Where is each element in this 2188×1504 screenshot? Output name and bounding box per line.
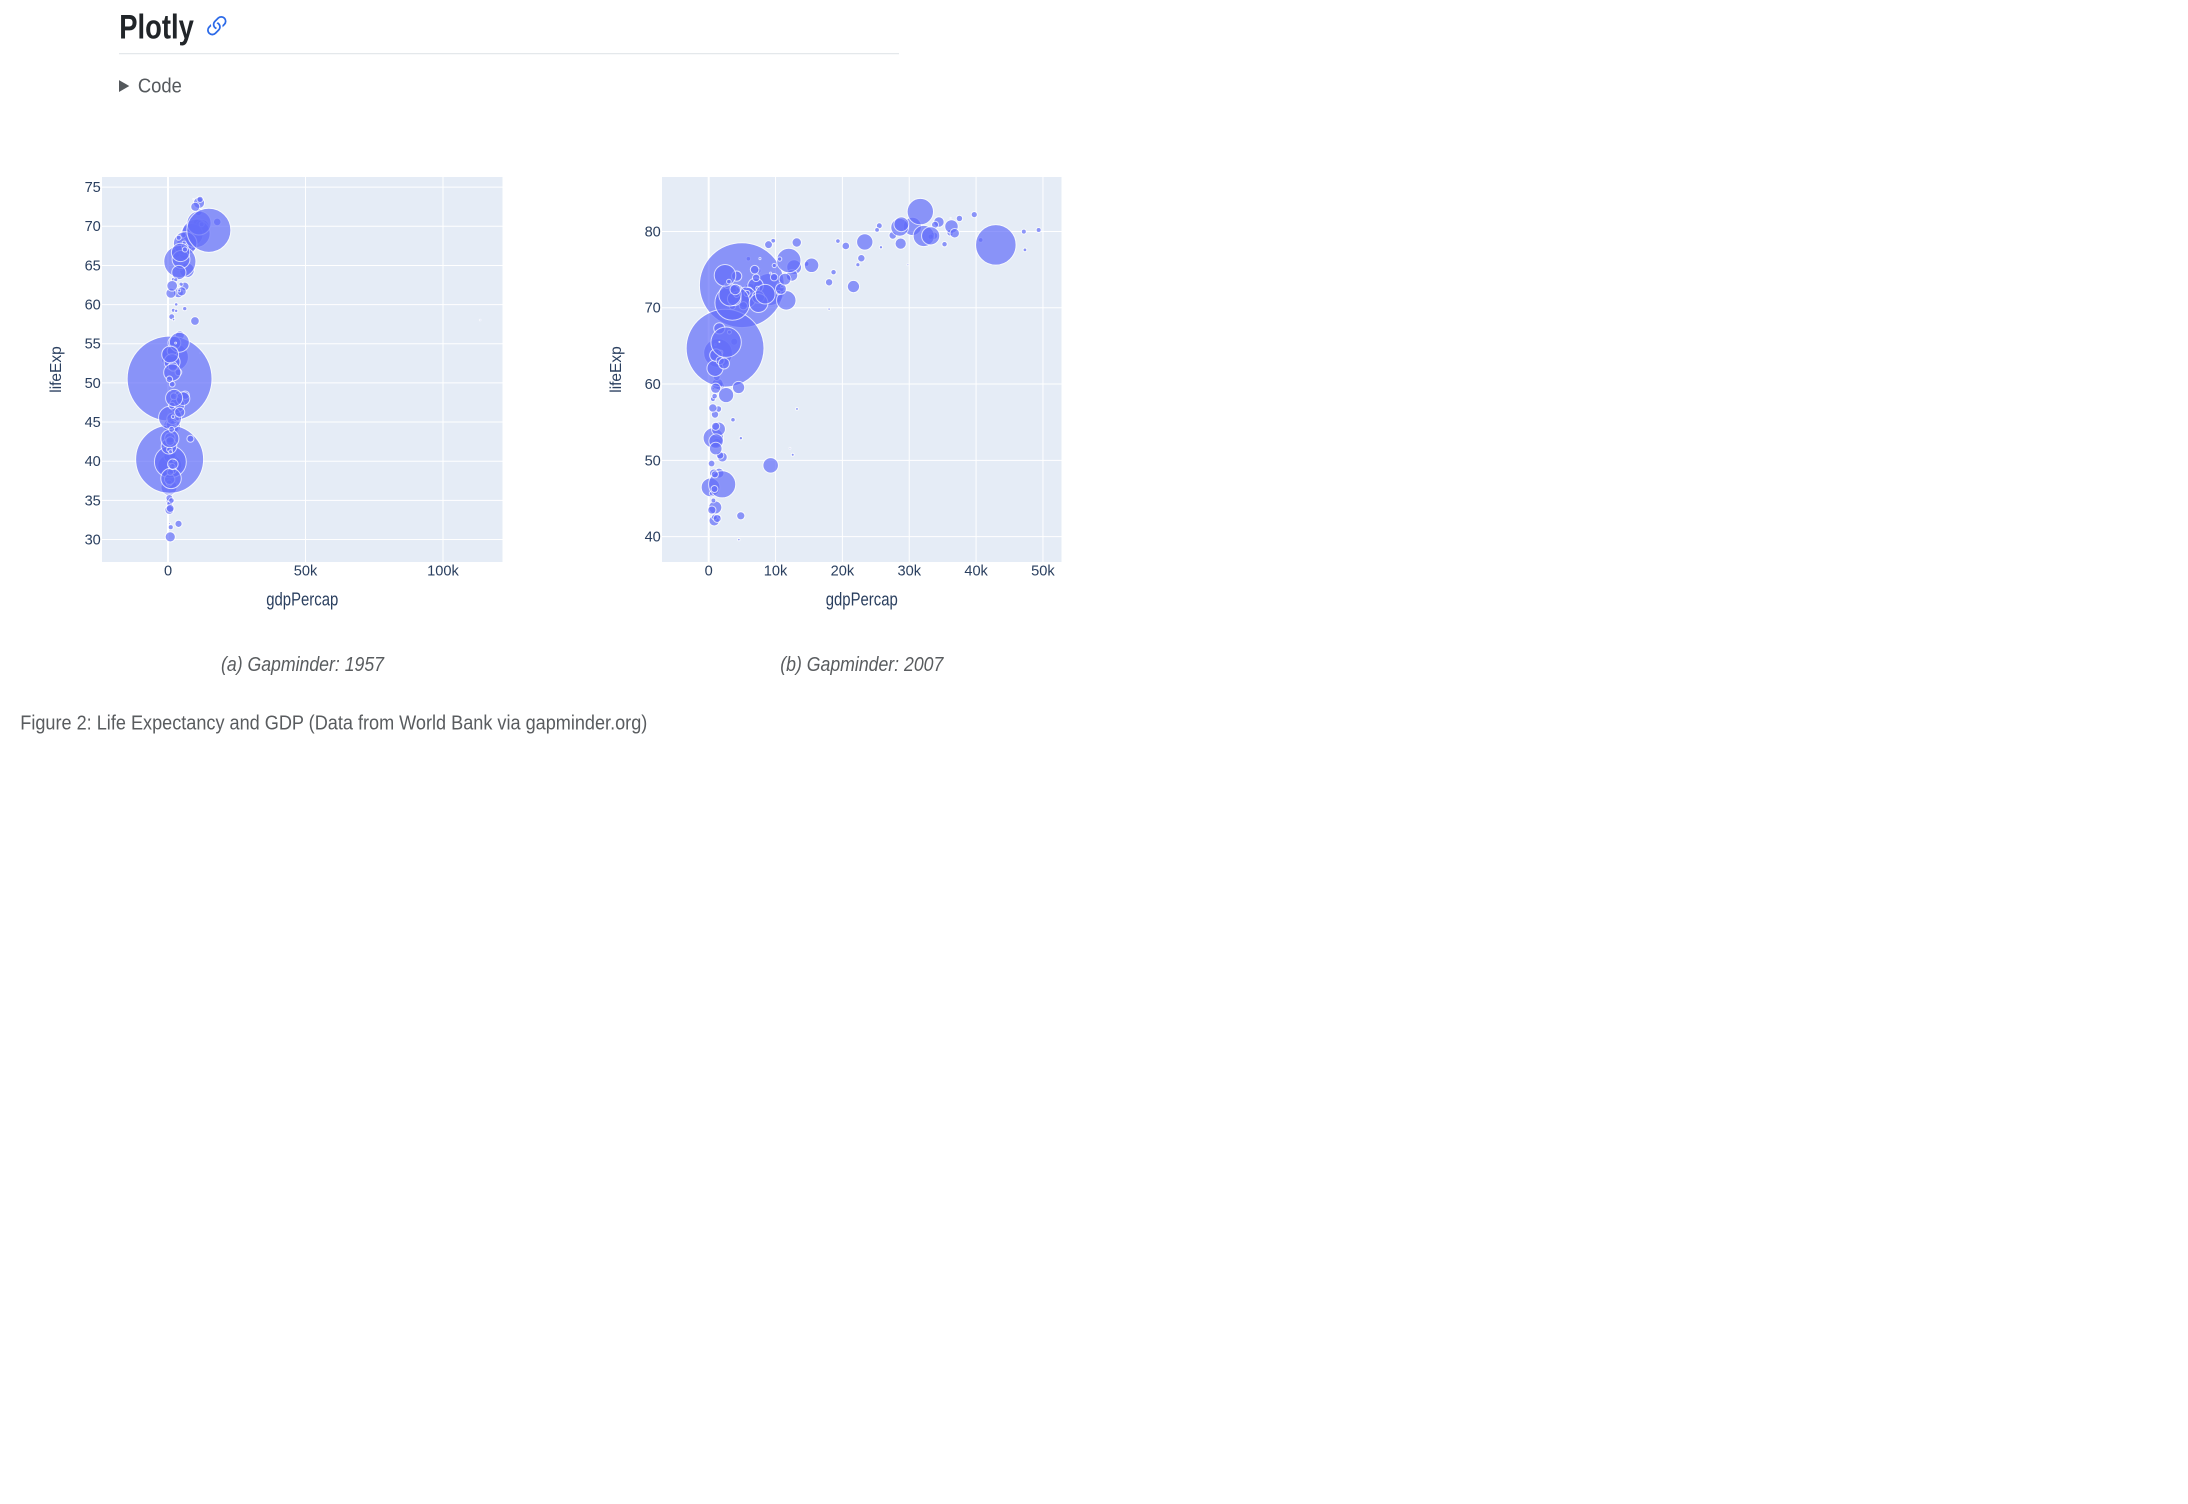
svg-text:gdpPercap: gdpPercap — [826, 589, 898, 610]
svg-text:Plotly: Plotly — [119, 9, 194, 47]
svg-text:0: 0 — [705, 563, 713, 579]
svg-text:40: 40 — [645, 530, 661, 546]
svg-text:80: 80 — [645, 224, 661, 240]
svg-text:65: 65 — [85, 258, 101, 274]
svg-text:gdpPercap: gdpPercap — [266, 589, 338, 610]
svg-text:40: 40 — [85, 454, 101, 470]
svg-text:100k: 100k — [427, 563, 459, 579]
svg-text:70: 70 — [85, 219, 101, 235]
svg-text:30k: 30k — [897, 563, 921, 579]
svg-text:50k: 50k — [1031, 563, 1055, 579]
svg-text:55: 55 — [85, 337, 101, 353]
svg-text:0: 0 — [164, 563, 172, 579]
svg-text:(b) Gapminder: 2007: (b) Gapminder: 2007 — [780, 654, 944, 676]
svg-text:Figure 2: Life Expectancy and: Figure 2: Life Expectancy and GDP (Data … — [20, 712, 647, 734]
svg-text:40k: 40k — [964, 563, 988, 579]
svg-text:(a) Gapminder: 1957: (a) Gapminder: 1957 — [221, 654, 385, 676]
svg-text:35: 35 — [85, 493, 101, 509]
svg-text:Code: Code — [138, 75, 182, 97]
svg-text:50: 50 — [645, 453, 661, 469]
svg-text:10k: 10k — [764, 563, 788, 579]
svg-text:70: 70 — [645, 301, 661, 317]
svg-text:60: 60 — [85, 298, 101, 314]
svg-text:45: 45 — [85, 415, 101, 431]
svg-text:30: 30 — [85, 532, 101, 548]
svg-text:60: 60 — [645, 377, 661, 393]
svg-text:50k: 50k — [294, 563, 318, 579]
svg-text:lifeExp: lifeExp — [48, 346, 65, 393]
svg-text:75: 75 — [85, 180, 101, 196]
svg-text:50: 50 — [85, 376, 101, 392]
svg-text:20k: 20k — [831, 563, 855, 579]
svg-text:lifeExp: lifeExp — [608, 346, 625, 393]
